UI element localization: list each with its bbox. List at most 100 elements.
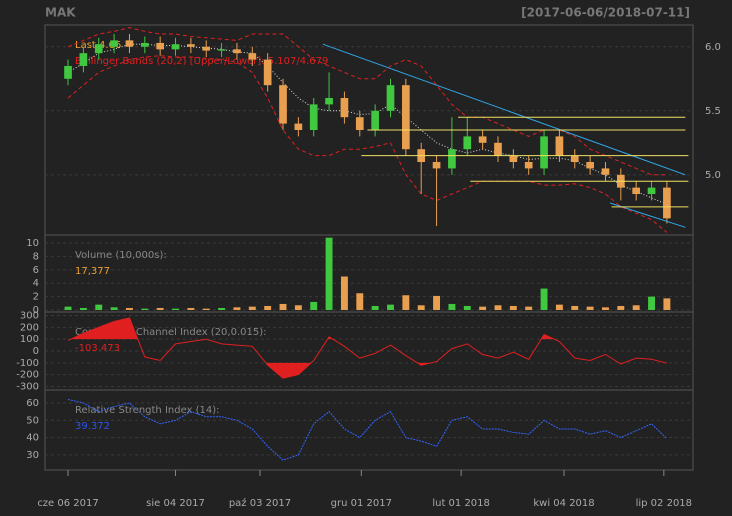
volume-bar [187,307,195,310]
candle-body [586,162,594,169]
candle-body [309,104,318,130]
candle-body [263,59,272,86]
volume-bar [248,306,256,310]
volume-bar [264,305,272,310]
y-tick-label: -300 [16,381,39,392]
panel-label: Bollinger Bands (20,2) [Upper/Lower]: 5.… [75,56,328,67]
volume-bar [433,295,441,310]
volume-bar [356,293,364,310]
candle-body [540,136,548,169]
volume-bar [586,306,594,310]
volume-bar [463,305,471,310]
candle-body [187,44,195,47]
volume-bar [402,295,410,310]
candle-body [125,40,134,47]
bollinger-band [67,55,668,233]
candle-body [140,42,149,47]
date-range: [2017-06-06/2018-07-11] [521,6,690,20]
volume-bar [663,298,671,310]
candle-body [64,65,72,79]
y-tick-label: 4 [33,278,39,289]
volume-bar [64,306,72,310]
indicator-line [67,317,668,379]
y-tick-label: 5.0 [705,170,721,181]
y-tick-label: 100 [20,334,39,345]
bollinger-band [67,27,667,176]
volume-bar [602,307,609,310]
volume-bar [79,307,87,310]
volume-bar [540,288,548,310]
volume-bar [525,306,533,310]
y-tick-label: 6 [33,265,39,276]
volume-bar [325,237,333,310]
candle-body [79,53,88,66]
volume-bar [95,304,103,310]
candle-body [402,85,410,150]
volume-bar [126,307,133,310]
candle-body [248,53,257,60]
volume-bar [371,305,379,310]
volume-bar [448,303,456,310]
x-tick-label: paź 03 2017 [229,497,291,509]
volume-bar [294,305,302,310]
candle-body [202,46,211,51]
volume-bar [632,305,640,310]
candle-body [355,117,364,130]
y-tick-label: 40 [26,433,39,444]
y-tick-label: 5.5 [705,106,721,117]
y-tick-label: 60 [26,398,39,409]
candle-body [570,155,579,163]
volume-bar [648,296,655,310]
panel-label: Volume (10,000s): [75,250,167,261]
candle-body [217,49,226,51]
y-tick-label: 50 [26,415,39,426]
chart-title: MAK [45,6,76,20]
y-tick-label: 30 [26,450,39,461]
candle-body [463,136,472,150]
volume-bar [279,303,287,310]
y-tick-label: 10 [26,238,39,249]
x-tick-label: cze 06 2017 [37,498,98,509]
y-tick-label: 2 [33,292,39,303]
x-tick-label: kwi 04 2018 [533,498,594,509]
x-tick-label: sie 04 2017 [146,498,205,509]
x-tick-label: gru 01 2017 [331,498,392,509]
candle-body [325,97,333,105]
trend-line [322,43,686,176]
candle-body [478,136,487,143]
volume-bar [555,304,563,310]
volume-bar [141,308,149,310]
candle-body [601,168,610,175]
candle-body [432,162,441,169]
candle-body [371,110,379,130]
candle-body [448,149,456,169]
y-tick-label: 300 [20,311,39,322]
panel-label: 39.372 [75,421,110,432]
panel-label: Commodity Channel Index (20,0.015): [75,327,267,338]
volume-bar [156,307,164,310]
candle-body [156,42,165,50]
y-tick-label: -100 [16,358,39,369]
volume-bar [479,306,487,310]
volume-bar [387,304,394,310]
y-tick-label: 6.0 [705,42,721,53]
y-tick-label: 0 [33,305,39,316]
panel-label: 17,377 [75,266,110,277]
candle-body [279,85,287,124]
candle-body [94,44,103,54]
volume-bar [509,305,517,310]
volume-bar [617,305,625,310]
x-tick-label: lut 01 2018 [432,498,490,509]
candle-body [171,44,180,50]
volume-bar [340,276,348,310]
candle-body [233,49,241,54]
volume-bar [202,308,210,310]
panels: 5.0 5.5 6.0 cze 06 2017 sie 04 2017 paź 03 20… [16,27,721,509]
y-tick-label: 0 [33,346,39,357]
panel-label: -103.473 [75,343,120,354]
y-tick-label: -200 [16,370,39,381]
volume-bar [233,307,241,310]
candle-body [632,187,641,195]
volume-bar [310,301,318,310]
